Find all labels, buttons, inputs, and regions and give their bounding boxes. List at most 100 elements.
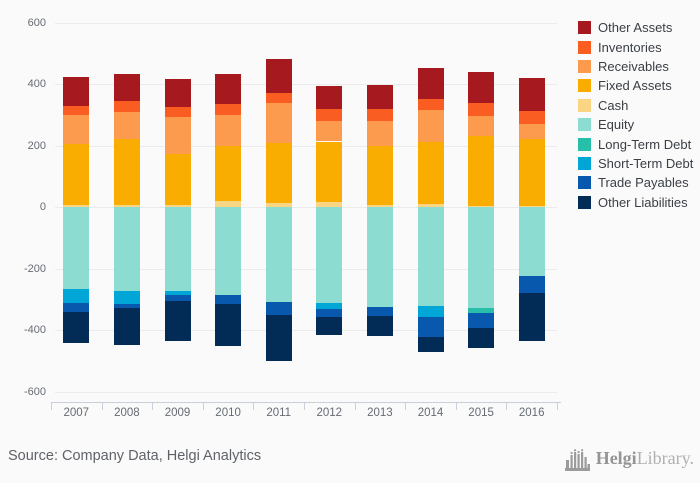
legend-item-other-liabilities[interactable]: Other Liabilities [578, 193, 693, 212]
bar-segment-other-liabilities-2011[interactable] [265, 315, 292, 361]
bar-segment-cash-2015[interactable] [468, 206, 495, 207]
bar-segment-equity-2009[interactable] [164, 207, 191, 291]
legend-item-receivables[interactable]: Receivables [578, 57, 693, 76]
bar-segment-fixed-assets-2009[interactable] [164, 153, 191, 206]
bar-segment-other-assets-2010[interactable] [215, 74, 242, 104]
bar-segment-fixed-assets-2016[interactable] [518, 139, 545, 207]
legend-item-fixed-assets[interactable]: Fixed Assets [578, 76, 693, 95]
bar-segment-inventories-2011[interactable] [265, 93, 292, 104]
bar-segment-other-assets-2014[interactable] [417, 68, 444, 99]
bar-segment-other-assets-2015[interactable] [468, 72, 495, 104]
bar-segment-trade-payables-2015[interactable] [468, 312, 495, 328]
bar-segment-receivables-2008[interactable] [113, 111, 140, 140]
bar-segment-receivables-2012[interactable] [316, 120, 343, 142]
bar-segment-inventories-2015[interactable] [468, 103, 495, 117]
bar-segment-fixed-assets-2011[interactable] [265, 143, 292, 203]
bar-segment-trade-payables-2013[interactable] [366, 306, 393, 317]
bar-segment-inventories-2009[interactable] [164, 107, 191, 117]
bar-segment-cash-2016[interactable] [518, 206, 545, 207]
bar-segment-receivables-2014[interactable] [417, 109, 444, 142]
bar-segment-trade-payables-2011[interactable] [265, 302, 292, 316]
bar-segment-other-liabilities-2016[interactable] [518, 293, 545, 342]
bar-segment-other-assets-2012[interactable] [316, 85, 343, 109]
legend-swatch [578, 118, 591, 132]
legend-item-short-term-debt[interactable]: Short-Term Debt [578, 154, 693, 173]
bar-segment-other-liabilities-2013[interactable] [366, 316, 393, 336]
bar-segment-fixed-assets-2014[interactable] [417, 141, 444, 205]
bar-segment-equity-2008[interactable] [113, 207, 140, 291]
bar-segment-equity-2010[interactable] [215, 207, 242, 295]
bar-segment-cash-2008[interactable] [113, 205, 140, 207]
bar-segment-trade-payables-2008[interactable] [113, 304, 140, 309]
helgilibrary-logo[interactable]: HelgiLibrary. [564, 444, 694, 473]
bar-segment-equity-2011[interactable] [265, 207, 292, 303]
bar-segment-inventories-2010[interactable] [215, 103, 242, 115]
bar-segment-inventories-2016[interactable] [518, 111, 545, 124]
legend-item-long-term-debt[interactable]: Long-Term Debt [578, 134, 693, 153]
legend-item-cash[interactable]: Cash [578, 96, 693, 115]
bar-segment-fixed-assets-2013[interactable] [366, 145, 393, 206]
bar-segment-cash-2010[interactable] [215, 200, 242, 207]
bar-segment-trade-payables-2009[interactable] [164, 294, 191, 302]
bar-segment-receivables-2016[interactable] [518, 123, 545, 140]
bar-segment-receivables-2015[interactable] [468, 116, 495, 137]
legend-item-trade-payables[interactable]: Trade Payables [578, 173, 693, 192]
bar-segment-short-term-debt-2007[interactable] [63, 289, 90, 303]
bar-segment-inventories-2012[interactable] [316, 108, 343, 121]
bar-segment-equity-2014[interactable] [417, 207, 444, 306]
bar-segment-short-term-debt-2008[interactable] [113, 290, 140, 305]
bar-segment-receivables-2013[interactable] [366, 120, 393, 146]
bar-segment-fixed-assets-2007[interactable] [63, 143, 90, 206]
bar-segment-other-assets-2011[interactable] [265, 59, 292, 94]
bar-segment-trade-payables-2014[interactable] [417, 317, 444, 338]
bar-segment-equity-2007[interactable] [63, 207, 90, 290]
bar-segment-cash-2014[interactable] [417, 204, 444, 207]
bar-segment-other-liabilities-2007[interactable] [63, 312, 90, 343]
bar-segment-trade-payables-2016[interactable] [518, 276, 545, 294]
bar-segment-short-term-debt-2014[interactable] [417, 306, 444, 318]
bar-segment-cash-2009[interactable] [164, 205, 191, 207]
bar-segment-short-term-debt-2012[interactable] [316, 302, 343, 310]
bar-segment-other-liabilities-2015[interactable] [468, 327, 495, 348]
bar-segment-inventories-2014[interactable] [417, 98, 444, 110]
bar-segment-other-liabilities-2012[interactable] [316, 316, 343, 336]
bar-segment-inventories-2007[interactable] [63, 106, 90, 115]
bar-segment-cash-2013[interactable] [366, 205, 393, 207]
bar-segment-other-assets-2013[interactable] [366, 84, 393, 110]
bar-segment-other-assets-2008[interactable] [113, 73, 140, 102]
bar-segment-other-liabilities-2014[interactable] [417, 337, 444, 353]
x-axis-label-2014: 2014 [417, 407, 444, 419]
bar-segment-trade-payables-2007[interactable] [63, 302, 90, 313]
legend-item-other-assets[interactable]: Other Assets [578, 18, 693, 37]
bar-segment-equity-2015[interactable] [468, 207, 495, 309]
bar-segment-fixed-assets-2010[interactable] [215, 146, 242, 201]
bar-segment-long-term-debt-2015[interactable] [468, 308, 495, 313]
bar-segment-fixed-assets-2008[interactable] [113, 139, 140, 206]
bar-segment-short-term-debt-2009[interactable] [164, 290, 191, 295]
bar-segment-other-assets-2009[interactable] [164, 79, 191, 108]
bar-segment-other-liabilities-2010[interactable] [215, 304, 242, 346]
bar-segment-other-assets-2007[interactable] [63, 77, 90, 107]
bar-segment-other-liabilities-2008[interactable] [113, 308, 140, 346]
bar-segment-receivables-2011[interactable] [265, 103, 292, 144]
legend-item-equity[interactable]: Equity [578, 115, 693, 134]
bar-segment-equity-2016[interactable] [518, 207, 545, 277]
bar-segment-trade-payables-2010[interactable] [215, 294, 242, 305]
bar-segment-receivables-2009[interactable] [164, 116, 191, 154]
legend: Other Assets Inventories Receivables Fixed … [578, 18, 693, 212]
bar-segment-fixed-assets-2015[interactable] [468, 136, 495, 207]
bar-segment-cash-2011[interactable] [265, 203, 292, 207]
bar-segment-receivables-2007[interactable] [63, 114, 90, 144]
bar-segment-inventories-2013[interactable] [366, 109, 393, 121]
bar-segment-equity-2013[interactable] [366, 207, 393, 307]
bar-segment-cash-2012[interactable] [316, 202, 343, 207]
bar-segment-receivables-2010[interactable] [215, 114, 242, 147]
bar-segment-cash-2007[interactable] [63, 205, 90, 207]
bar-segment-equity-2012[interactable] [316, 207, 343, 303]
bar-segment-fixed-assets-2012[interactable] [316, 141, 343, 203]
bar-segment-other-liabilities-2009[interactable] [164, 301, 191, 342]
bar-segment-other-assets-2016[interactable] [518, 78, 545, 112]
bar-segment-trade-payables-2012[interactable] [316, 309, 343, 317]
bar-segment-inventories-2008[interactable] [113, 101, 140, 112]
legend-item-inventories[interactable]: Inventories [578, 37, 693, 56]
